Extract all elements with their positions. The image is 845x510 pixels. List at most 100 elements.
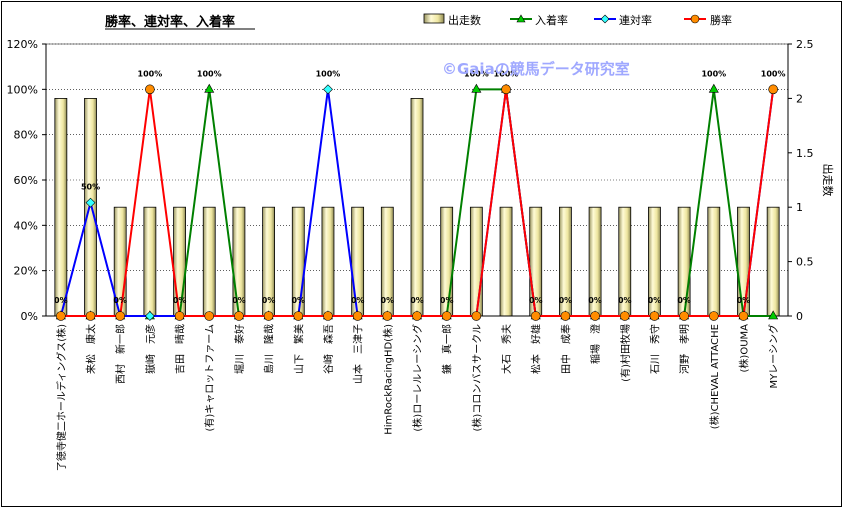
x-tick-label: 稲場 澄	[589, 324, 602, 364]
marker-win	[738, 311, 749, 321]
x-tick-label: 西村 新一郎	[114, 324, 127, 384]
marker-win	[234, 311, 244, 321]
x-tick-label: 田中 成奉	[559, 324, 572, 374]
x-tick-label: (有)キャロットファーム	[203, 324, 216, 432]
data-label: 0%	[381, 296, 395, 305]
y-tick-label: 120%	[7, 38, 38, 51]
marker-win	[501, 84, 511, 95]
x-tick-label: (株)コロンバスサークル	[470, 324, 483, 432]
watermark: ©Gaiaの競馬データ研究室	[442, 60, 630, 78]
x-tick-label: 鎌 真一郎	[441, 324, 454, 374]
marker-win	[323, 311, 333, 321]
data-label: 100%	[197, 69, 222, 78]
y-tick-label: 100%	[7, 83, 38, 96]
x-tick-label: MYレーシング	[767, 324, 780, 389]
data-label: 100%	[761, 69, 786, 78]
data-label: 0%	[559, 296, 573, 305]
marker-win	[619, 311, 630, 321]
marker-rentai	[323, 84, 333, 95]
y-tick-label: 80%	[14, 129, 38, 142]
x-tick-label: 島川 隆哉	[263, 324, 276, 374]
data-label: 0%	[113, 296, 127, 305]
x-tick-label: (株)OUMA	[737, 324, 750, 373]
y2-tick-label: 2	[796, 92, 803, 105]
legend-label-bars: 出走数	[448, 13, 481, 27]
x-tick-label: 河野 孝明	[679, 324, 691, 374]
marker-win	[679, 311, 689, 321]
data-label: 0%	[588, 296, 602, 305]
marker-win	[263, 311, 274, 321]
x-tick-label: 山下 繁美	[292, 324, 305, 374]
bar	[143, 206, 157, 317]
data-label: 0%	[440, 296, 454, 305]
marker-win	[293, 311, 304, 321]
marker-win	[560, 311, 571, 321]
data-label: 0%	[410, 296, 424, 305]
marker-place	[204, 83, 215, 93]
legend-marker-place	[516, 14, 526, 23]
chart-title: 勝率、連対率、入着率	[105, 14, 235, 30]
y2-axis-title: 出走数	[821, 164, 835, 197]
marker-place	[708, 83, 719, 93]
data-label: 0%	[291, 296, 305, 305]
bar	[321, 206, 335, 317]
marker-win	[590, 311, 600, 321]
legend-label-win: 勝率	[710, 13, 732, 27]
y-tick-label: 20%	[14, 265, 38, 278]
marker-win	[471, 311, 482, 321]
data-label: 100%	[316, 69, 341, 78]
bar	[499, 206, 513, 317]
marker-win	[56, 311, 66, 321]
y2-tick-label: 2.5	[796, 38, 814, 51]
marker-rentai	[144, 311, 155, 321]
marker-win	[768, 84, 778, 95]
bar	[54, 98, 68, 317]
data-label: 100%	[138, 69, 163, 78]
marker-place	[471, 83, 482, 93]
y2-tick-label: 1	[796, 201, 803, 214]
bar	[707, 206, 721, 317]
marker-win	[649, 311, 660, 321]
data-label: 100%	[701, 69, 726, 78]
bar	[202, 206, 216, 317]
x-tick-label: 嶽崎 元彦	[144, 324, 157, 374]
bar	[469, 206, 483, 317]
marker-win	[708, 311, 719, 321]
y2-tick-label: 0	[796, 310, 803, 323]
x-tick-label: 谷崎 森吾	[322, 324, 335, 374]
data-label: 0%	[737, 296, 751, 305]
y-tick-label: 60%	[14, 174, 38, 187]
legend: 出走数 入着率 連対率 勝率	[423, 13, 732, 27]
data-label: 0%	[173, 296, 187, 305]
marker-win	[441, 311, 452, 321]
bar	[766, 206, 780, 317]
marker-win	[530, 311, 541, 321]
x-tick-label: 堀川 泰好	[233, 324, 246, 374]
marker-place	[768, 310, 779, 320]
marker-win	[145, 84, 155, 95]
marker-win	[85, 311, 96, 321]
marker-win	[382, 311, 393, 321]
data-label: 0%	[618, 296, 632, 305]
x-tick-label: 松本 好雄	[530, 324, 543, 374]
y-tick-label: 0%	[21, 310, 38, 323]
marker-win	[174, 311, 185, 321]
data-label: 0%	[262, 296, 276, 305]
x-tick-label: 山本 三津子	[352, 324, 365, 384]
legend-swatch-bars	[423, 13, 445, 24]
x-tick-label: 吉田 晴哉	[174, 324, 187, 374]
x-tick-label: 来松 康太	[85, 324, 98, 374]
marker-win	[412, 311, 422, 321]
data-label: 50%	[81, 183, 100, 192]
data-label: 100%	[464, 69, 489, 78]
marker-win	[352, 311, 363, 321]
legend-marker-win	[690, 14, 700, 24]
y2-tick-label: 0.5	[796, 256, 814, 269]
legend-label-place: 入着率	[535, 13, 568, 27]
data-label: 0%	[648, 296, 662, 305]
marker-rentai	[85, 197, 96, 208]
y2-tick-label: 1.5	[796, 147, 814, 160]
x-tick-label: 大石 秀夫	[500, 324, 513, 374]
